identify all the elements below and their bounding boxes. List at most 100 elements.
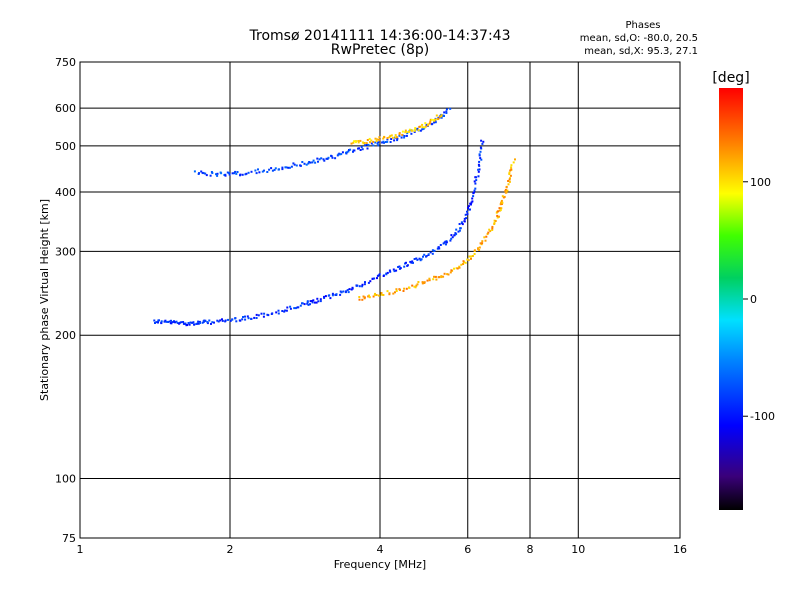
data-point [440,115,443,118]
data-point [205,174,208,177]
data-point [480,158,483,161]
x-tick-label: 2 [227,543,234,556]
data-point [434,121,437,124]
data-point [246,315,249,318]
data-point [186,324,189,326]
data-point [383,136,386,139]
data-point [413,258,416,260]
data-point [383,141,385,144]
data-point [182,321,185,323]
data-point [394,291,396,294]
data-point [404,131,407,134]
data-point [234,317,237,320]
data-point [453,267,455,270]
data-point [358,298,361,301]
data-point [509,177,511,180]
data-point [457,230,460,233]
data-point [229,319,232,322]
data-point [393,139,396,142]
data-point [363,283,366,286]
data-point [462,260,465,263]
data-point [398,134,401,137]
data-point [315,301,318,304]
data-point [287,166,290,169]
data-point [366,147,369,150]
data-point [290,165,293,168]
data-point [348,149,350,151]
data-point [401,133,404,136]
data-point [378,273,381,276]
data-point [299,304,302,307]
data-point [153,319,156,322]
data-point [406,264,409,267]
data-point [423,281,426,284]
data-point [399,267,402,270]
data-point [410,261,413,264]
data-point [155,321,158,324]
data-point [224,319,227,322]
data-point [360,146,363,149]
data-point [168,320,171,323]
data-point [331,294,334,297]
data-point [496,216,499,219]
data-point [170,319,172,322]
data-point [477,168,480,171]
data-point [421,128,424,131]
data-point [402,290,405,292]
data-point [364,281,366,284]
colorbar-tick-label: -100 [750,410,775,423]
data-point [423,253,426,256]
data-point [408,128,411,131]
data-point [221,319,224,322]
data-point [464,213,467,216]
data-point [417,281,420,283]
data-point [451,236,454,239]
data-point [187,322,190,324]
data-point [328,294,331,297]
data-points [153,107,516,327]
data-point [311,161,314,164]
data-point [306,300,309,303]
data-point [405,261,407,264]
data-point [211,321,214,324]
data-point [498,207,501,210]
data-point [475,176,478,179]
data-point [294,307,297,310]
data-point [216,174,219,177]
data-point [431,252,434,255]
data-point [219,319,222,322]
data-point [329,297,332,300]
data-point [450,237,453,240]
data-point [398,133,401,136]
data-point [447,273,450,276]
data-point [372,295,375,298]
data-point [508,171,511,174]
data-point [339,293,342,296]
data-point [478,168,481,171]
data-point [206,321,209,324]
data-point [393,270,396,273]
data-point [403,136,406,139]
data-point [196,322,199,325]
data-point [335,293,338,296]
data-point [449,107,452,110]
data-point [239,319,242,322]
data-point [473,180,476,183]
data-point [215,173,217,176]
data-point [308,161,311,163]
data-point [478,160,481,163]
data-point [216,319,219,322]
data-point [247,317,250,320]
data-point [411,260,414,263]
data-point [429,120,432,123]
data-point [377,294,380,297]
data-point [479,157,482,160]
data-point [317,300,320,303]
data-point [389,141,392,143]
data-point [255,313,258,316]
data-point [362,295,365,298]
data-point [386,140,389,143]
data-point [508,178,511,181]
data-point [373,294,376,297]
data-point [395,290,398,292]
